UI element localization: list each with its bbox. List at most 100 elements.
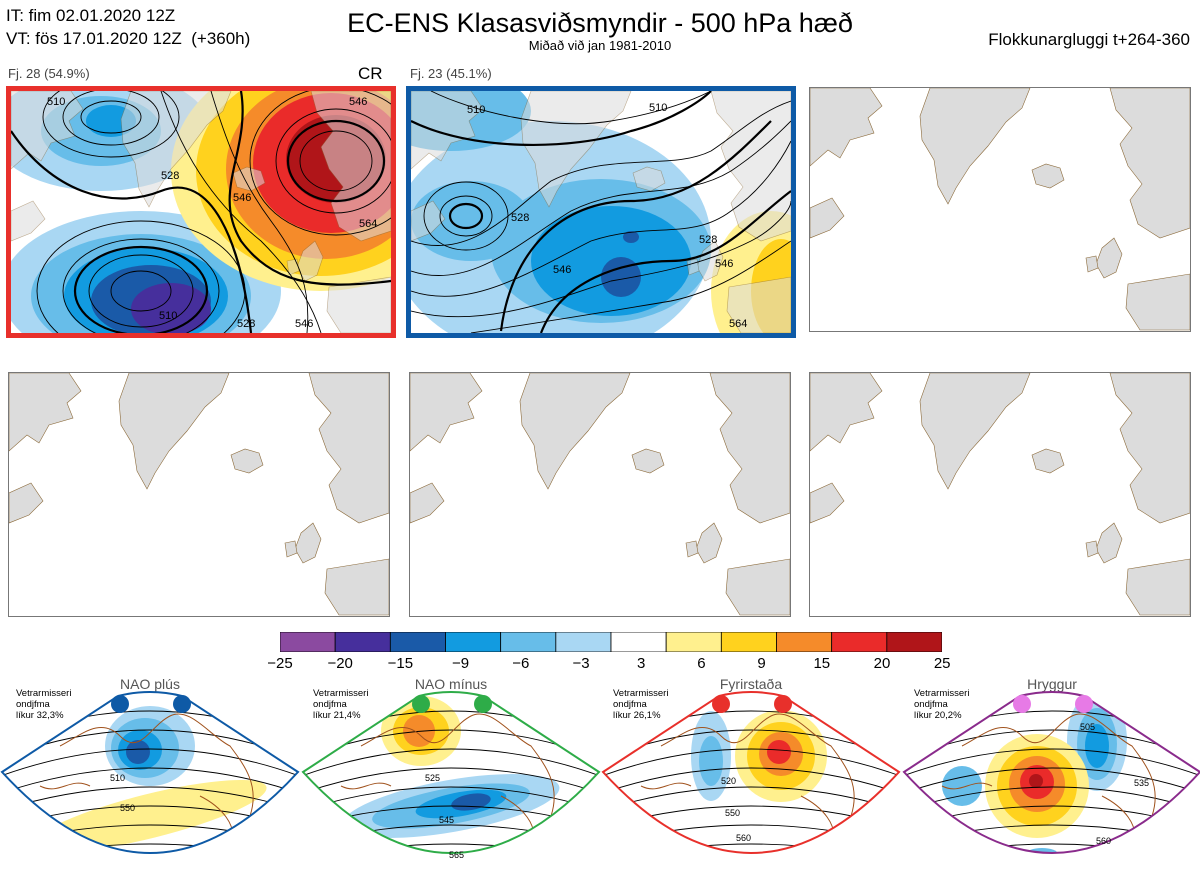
regime-contour-label: 550 bbox=[120, 803, 135, 813]
regime-probability-line: Vetrarmisseri bbox=[313, 688, 369, 699]
colorbar-tick: −15 bbox=[387, 655, 414, 672]
regime-map: 510 550 bbox=[0, 691, 300, 871]
colorbar-swatch bbox=[665, 631, 722, 653]
colorbar-tick: 9 bbox=[757, 655, 766, 672]
regime-probability-line: ondjfma bbox=[613, 699, 647, 710]
regime-frame bbox=[902, 691, 1200, 854]
height-contour bbox=[303, 748, 599, 781]
regime-contour-label: 565 bbox=[449, 850, 464, 860]
contour-label: 528 bbox=[511, 212, 529, 224]
contour-label: 528 bbox=[699, 234, 717, 246]
cluster-2-label: Fj. 23 (45.1%) bbox=[410, 66, 492, 81]
cluster-map-empty-4 bbox=[8, 372, 390, 617]
regime-frame bbox=[601, 691, 901, 854]
regime-contour-label: 560 bbox=[1096, 836, 1111, 846]
height-contour bbox=[904, 748, 1200, 781]
colorbar-swatch bbox=[555, 631, 612, 653]
height-contour bbox=[603, 767, 899, 798]
regime-panel: NAO mínus Vetrarmisseri ondjfma líkur 21,4%… bbox=[301, 676, 601, 871]
anomaly-shading bbox=[767, 740, 791, 764]
regime-probability: Vetrarmisseri ondjfma líkur 26,1% bbox=[613, 688, 668, 721]
regime-probability-line: ondjfma bbox=[313, 699, 347, 710]
regime-name: Fyrirstaða bbox=[719, 676, 783, 692]
regime-probability: Vetrarmisseri ondjfma líkur 32,3% bbox=[16, 688, 71, 721]
colorbar-ticks: −25 −20 −15 −9 −6 −3 3 6 9 15 20 25 bbox=[260, 655, 962, 675]
regime-probability: Vetrarmisseri ondjfma líkur 21,4% bbox=[313, 688, 368, 721]
regime-contour-label: 525 bbox=[425, 773, 440, 783]
cluster-map-1: 510 528 546 564 546 546 528 510 bbox=[6, 86, 396, 338]
colorbar-tick: −9 bbox=[452, 655, 470, 672]
cluster-1-label: Fj. 28 (54.9%) bbox=[8, 66, 90, 81]
height-contour bbox=[603, 843, 899, 853]
regime-marker-dot bbox=[1075, 695, 1093, 713]
height-contour bbox=[2, 767, 298, 798]
regime-probability-line: ondjfma bbox=[16, 699, 50, 710]
anomaly-shading bbox=[126, 740, 150, 764]
colorbar-tick: 15 bbox=[813, 655, 831, 672]
colorbar-swatch bbox=[831, 631, 888, 653]
regime-marker-dot bbox=[412, 695, 430, 713]
contour-label: 546 bbox=[553, 264, 571, 276]
regime-marker-dot bbox=[774, 695, 792, 713]
regime-marker-dot bbox=[474, 695, 492, 713]
contour-label: 510 bbox=[47, 96, 65, 108]
header-info: IT: fim 02.01.2020 12Z VT: fös 17.01.202… bbox=[6, 4, 250, 50]
contour-label: 546 bbox=[715, 258, 733, 270]
regime-frame bbox=[0, 691, 300, 854]
regime-contour-label: 510 bbox=[110, 773, 125, 783]
height-contour bbox=[904, 843, 1200, 853]
height-contour bbox=[0, 863, 300, 871]
regime-contour-label: 560 bbox=[736, 833, 751, 843]
regime-marker-dot bbox=[173, 695, 191, 713]
contour-label: 564 bbox=[729, 318, 747, 330]
colorbar-tick: −3 bbox=[572, 655, 590, 672]
regime-probability-line: ondjfma bbox=[914, 699, 948, 710]
colorbar-tick: 6 bbox=[697, 655, 706, 672]
height-contour bbox=[2, 748, 298, 781]
regime-contour-label: 535 bbox=[1134, 778, 1149, 788]
regime-map: 525 545 565 bbox=[301, 691, 601, 871]
page-title: EC-ENS Klasasviðsmyndir - 500 hPa hæð bbox=[347, 8, 853, 38]
colorbar-tick: −20 bbox=[327, 655, 353, 672]
regime-marker-dot bbox=[111, 695, 129, 713]
contour-label: 546 bbox=[349, 96, 367, 108]
regime-name: NAO mínus bbox=[414, 676, 488, 692]
regime-panel: Hryggur Vetrarmisseri ondjfma líkur 20,2% 50… bbox=[902, 676, 1200, 871]
cluster-window: Flokkunargluggi t+264-360 bbox=[988, 30, 1190, 49]
contour-label: 546 bbox=[233, 192, 251, 204]
regime-panel: NAO plús Vetrarmisseri ondjfma líkur 32,3% 5… bbox=[0, 676, 300, 871]
cluster-map-empty-3 bbox=[809, 87, 1191, 332]
colorbar-tick: −6 bbox=[512, 655, 530, 672]
colorbar-swatch bbox=[389, 631, 446, 653]
height-contour bbox=[301, 863, 601, 871]
regime-contour-label: 550 bbox=[725, 808, 740, 818]
regime-probability-line: Vetrarmisseri bbox=[16, 688, 72, 699]
anomaly-shading bbox=[1085, 724, 1109, 768]
regime-marker-dot bbox=[712, 695, 730, 713]
anomaly-shading bbox=[942, 766, 982, 806]
height-contour bbox=[303, 843, 599, 853]
colorbar bbox=[279, 631, 943, 653]
regime-probability-line: líkur 21,4% bbox=[313, 710, 361, 721]
contour-label: 546 bbox=[295, 318, 313, 330]
regime-panel: Fyrirstaða Vetrarmisseri ondjfma líkur 26,1… bbox=[601, 676, 901, 871]
regimes-row: NAO plús Vetrarmisseri ondjfma líkur 32,3% 5… bbox=[0, 676, 1200, 871]
height-contour bbox=[2, 843, 298, 853]
cluster-map-empty-5 bbox=[409, 372, 791, 617]
regime-probability-line: líkur 26,1% bbox=[613, 710, 661, 721]
regime-marker-dot bbox=[1013, 695, 1031, 713]
colorbar-swatch bbox=[279, 631, 336, 653]
colorbar-swatch bbox=[886, 631, 943, 653]
height-contour bbox=[603, 748, 899, 781]
anomaly-shading bbox=[33, 779, 267, 853]
height-contour bbox=[603, 805, 899, 832]
regime-contour-label: 505 bbox=[1080, 722, 1095, 732]
height-contour bbox=[601, 863, 901, 871]
anomaly-shading bbox=[699, 736, 723, 786]
colorbar-tick: 3 bbox=[637, 655, 646, 672]
contour-label: 510 bbox=[159, 310, 177, 322]
height-contour bbox=[902, 863, 1200, 871]
valid-time: VT: fös 17.01.2020 12Z (+360h) bbox=[6, 29, 251, 48]
cluster-map-2: 510 510 528 546 528 546 564 bbox=[406, 86, 796, 338]
regime-frame bbox=[301, 691, 601, 854]
